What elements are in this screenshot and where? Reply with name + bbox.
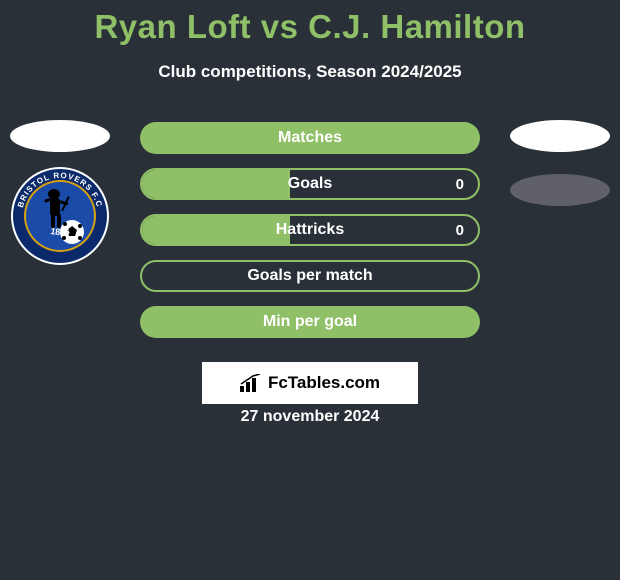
bars-icon: [240, 374, 262, 392]
page-subtitle: Club competitions, Season 2024/2025: [0, 62, 620, 82]
branding-text: FcTables.com: [268, 373, 380, 393]
stat-value-right: 0: [456, 176, 464, 193]
stat-bar-matches: Matches: [140, 122, 480, 154]
stat-fill-hattricks: [142, 216, 290, 244]
player-left-column: BRISTOL ROVERS F.C 1883: [10, 120, 110, 266]
page-title: Ryan Loft vs C.J. Hamilton: [0, 0, 620, 46]
stat-bar-hattricks: Hattricks 0: [140, 214, 480, 246]
stat-fill-goals: [142, 170, 290, 198]
stats-column: Matches Goals 0 Hattricks 0 Goals per ma…: [140, 122, 480, 352]
right-ellipse-top: [510, 120, 610, 152]
club-crest-icon: BRISTOL ROVERS F.C 1883: [10, 166, 110, 266]
stat-bar-goals: Goals 0: [140, 168, 480, 200]
stat-bar-goals-per-match: Goals per match: [140, 260, 480, 292]
right-ellipse-bottom: [510, 174, 610, 206]
left-ellipse: [10, 120, 110, 152]
stat-label: Goals per match: [247, 267, 372, 285]
player-right-column: [510, 120, 610, 206]
stat-label: Hattricks: [276, 221, 344, 239]
stat-value-right: 0: [456, 222, 464, 239]
stat-label: Matches: [278, 129, 342, 147]
date-line: 27 november 2024: [0, 408, 620, 426]
stat-label: Goals: [288, 175, 332, 193]
stat-label: Min per goal: [263, 313, 357, 331]
stat-bar-min-per-goal: Min per goal: [140, 306, 480, 338]
club-logo-bristol-rovers: BRISTOL ROVERS F.C 1883: [10, 166, 110, 266]
branding-badge: FcTables.com: [202, 362, 418, 404]
